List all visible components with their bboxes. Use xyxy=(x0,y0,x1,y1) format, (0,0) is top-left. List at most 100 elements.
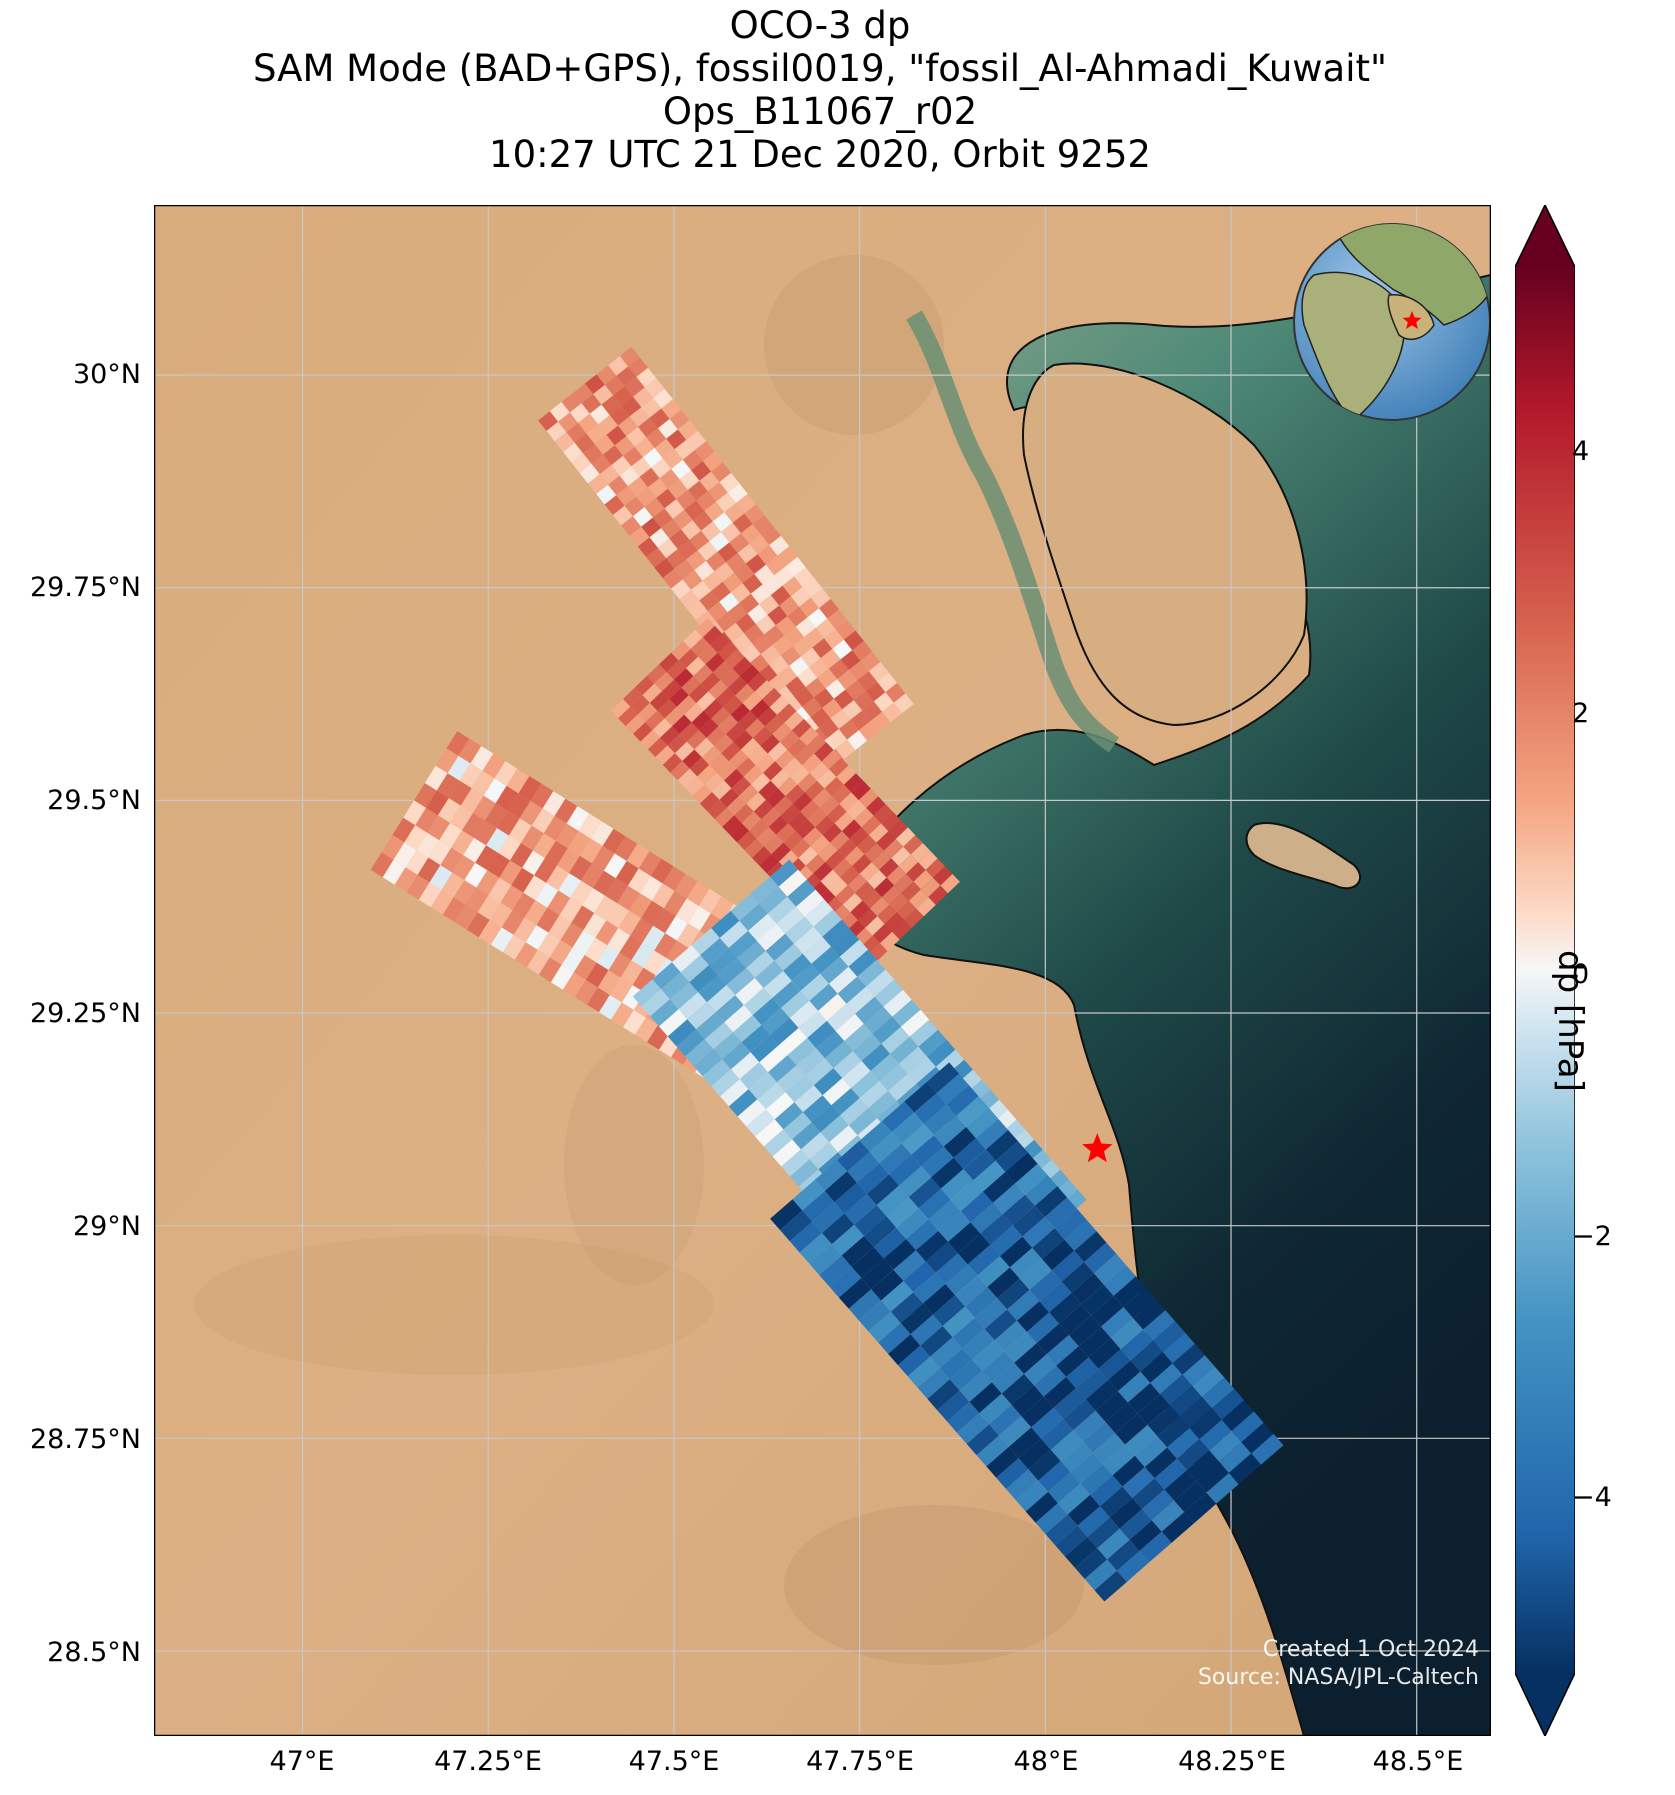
dp-sounding xyxy=(1164,1470,1197,1501)
dp-sounding xyxy=(715,687,736,707)
lon-tick-label: 47.25°E xyxy=(434,1746,542,1777)
dp-sounding xyxy=(1063,1399,1096,1431)
dp-sounding xyxy=(791,718,812,739)
dp-sounding xyxy=(655,745,675,765)
dp-sounding xyxy=(619,346,640,367)
dp-sounding xyxy=(536,907,560,933)
dp-sounding xyxy=(809,1244,842,1276)
dp-sounding xyxy=(928,885,948,905)
dp-sounding xyxy=(451,830,474,856)
dp-sounding xyxy=(506,768,530,794)
dp-sounding xyxy=(667,734,687,754)
dp-sounding xyxy=(624,377,645,397)
dp-sounding xyxy=(722,1042,751,1070)
dp-sounding xyxy=(1073,1410,1106,1442)
dp-sounding xyxy=(727,483,748,504)
dp-sounding xyxy=(1211,1388,1245,1420)
dp-sounding xyxy=(777,666,798,686)
dp-sounding xyxy=(1132,1478,1165,1510)
dp-sounding xyxy=(414,783,437,808)
dp-sounding xyxy=(627,476,648,497)
dp-sounding xyxy=(1009,1247,1042,1279)
dp-sounding xyxy=(604,375,625,396)
dp-sounding xyxy=(686,730,707,750)
dp-sounding xyxy=(571,453,592,473)
dp-sounding xyxy=(776,906,805,934)
lon-tick-label: 48.5°E xyxy=(1372,1746,1464,1777)
dp-sounding xyxy=(502,934,526,960)
dp-sounding xyxy=(696,491,716,511)
dp-sounding xyxy=(546,865,569,891)
dp-sounding xyxy=(834,1182,867,1214)
dp-sounding xyxy=(609,405,630,426)
dp-sounding xyxy=(864,842,884,863)
dp-sounding xyxy=(715,612,736,632)
dp-sounding xyxy=(678,648,699,669)
dp-sounding xyxy=(671,945,701,973)
dp-sounding xyxy=(440,847,464,873)
dp-sounding xyxy=(404,825,428,850)
dp-sounding xyxy=(1127,1383,1160,1414)
dp-sounding xyxy=(465,887,489,913)
dp-sounding xyxy=(656,488,677,509)
dp-sounding xyxy=(495,785,519,811)
dp-sounding xyxy=(698,975,727,1003)
colorbar-tick-label: −2 xyxy=(1572,1221,1612,1252)
dp-sounding xyxy=(403,800,426,826)
dp-sounding xyxy=(590,821,614,846)
dp-sounding xyxy=(886,1196,919,1228)
dp-sounding xyxy=(855,881,875,901)
lat-tick-label: 29°N xyxy=(72,1211,141,1242)
dp-sounding xyxy=(661,679,682,700)
dp-sounding xyxy=(534,858,557,883)
dp-sounding xyxy=(1093,1253,1127,1285)
bubiyan-island xyxy=(1022,362,1308,727)
dp-sounding xyxy=(785,916,814,944)
dp-sounding xyxy=(859,862,880,882)
dp-sounding xyxy=(614,436,635,456)
dp-sounding xyxy=(898,854,919,874)
dp-sounding xyxy=(632,979,662,1007)
dp-sounding xyxy=(783,1112,812,1140)
dp-sounding xyxy=(1116,1551,1150,1582)
dp-sounding xyxy=(1075,1368,1109,1400)
dp-sounding xyxy=(636,487,657,508)
dp-sounding xyxy=(850,710,871,731)
dp-sounding xyxy=(1015,1163,1048,1195)
dp-sounding xyxy=(1041,1419,1074,1450)
dp-sounding xyxy=(728,749,749,769)
dp-sounding xyxy=(652,718,673,738)
dp-sounding xyxy=(793,926,823,954)
dp-sounding xyxy=(906,1219,939,1251)
dp-sounding xyxy=(603,445,623,466)
dp-sounding xyxy=(1004,1332,1037,1363)
dp-sounding xyxy=(792,1179,825,1211)
dp-sounding xyxy=(878,1323,911,1354)
dp-sounding xyxy=(1147,1405,1180,1437)
dp-sounding xyxy=(549,940,573,965)
dp-sounding xyxy=(780,803,801,824)
dp-sounding xyxy=(641,900,664,926)
dp-sounding xyxy=(952,1317,985,1349)
dp-sounding xyxy=(674,741,695,761)
dp-sounding xyxy=(602,828,626,854)
dp-sounding xyxy=(701,521,721,542)
dp-sounding xyxy=(785,784,805,804)
dp-sounding xyxy=(1125,1425,1158,1456)
dp-sounding xyxy=(1016,1301,1050,1332)
dp-sounding xyxy=(837,976,866,1004)
dp-sounding xyxy=(759,1045,788,1073)
dp-sounding xyxy=(601,395,622,416)
dp-sounding xyxy=(608,475,628,496)
dp-sounding xyxy=(693,664,713,684)
dp-sounding xyxy=(709,532,730,552)
dp-sounding xyxy=(930,1337,963,1369)
dp-sounding xyxy=(435,748,459,774)
dp-sounding xyxy=(788,811,808,831)
dp-sounding xyxy=(1176,1439,1210,1470)
dp-sounding xyxy=(891,1112,925,1144)
dp-sounding xyxy=(814,742,834,762)
dp-sounding xyxy=(914,1093,947,1124)
dp-sounding xyxy=(1042,1239,1075,1271)
dp-sounding xyxy=(903,1261,936,1293)
